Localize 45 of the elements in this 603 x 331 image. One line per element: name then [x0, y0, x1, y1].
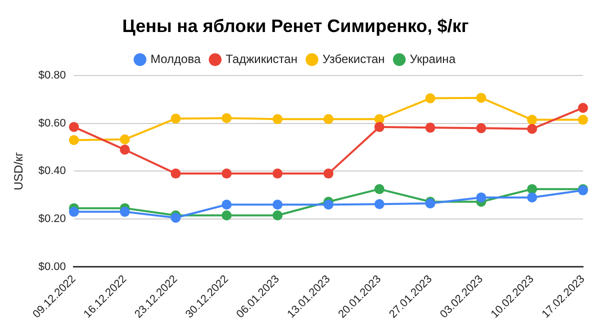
point	[578, 102, 588, 113]
point	[374, 122, 384, 132]
point	[68, 122, 79, 132]
point	[425, 122, 436, 133]
point	[120, 206, 130, 217]
point	[272, 168, 283, 179]
y-tick-label: $0.60	[38, 117, 66, 130]
point	[527, 184, 538, 194]
y-axis-title: USD/кг	[12, 151, 26, 190]
chart-title: Цены на яблоки Ренет Симиренко, $/кг	[122, 16, 470, 36]
point	[578, 114, 588, 125]
point	[120, 144, 130, 155]
point	[323, 114, 334, 124]
point	[476, 92, 486, 103]
legend-label: Узбекистан	[322, 52, 385, 66]
point	[222, 168, 232, 179]
point	[527, 114, 538, 125]
point	[272, 210, 283, 220]
point	[222, 113, 232, 124]
point	[476, 192, 486, 202]
point	[170, 212, 181, 223]
point	[170, 168, 181, 179]
point	[170, 114, 181, 124]
point	[272, 114, 283, 124]
point	[68, 206, 79, 217]
point	[527, 124, 538, 134]
point	[374, 184, 384, 194]
y-tick-label: $0.80	[38, 70, 66, 82]
legend-label: Таджикистан	[226, 52, 298, 66]
y-tick-label: $0.00	[38, 260, 66, 273]
point	[323, 168, 334, 179]
point	[120, 134, 130, 144]
point	[374, 199, 384, 210]
point	[68, 135, 79, 146]
point	[425, 93, 436, 104]
point	[527, 192, 538, 202]
point	[222, 210, 232, 220]
legend-label: Молдова	[150, 52, 201, 66]
legend-label: Украина	[410, 52, 456, 66]
y-tick-label: $0.20	[38, 212, 66, 225]
point	[272, 200, 283, 210]
point	[323, 200, 334, 210]
point	[476, 123, 486, 134]
y-tick-label: $0.40	[38, 165, 66, 178]
point	[222, 200, 232, 210]
